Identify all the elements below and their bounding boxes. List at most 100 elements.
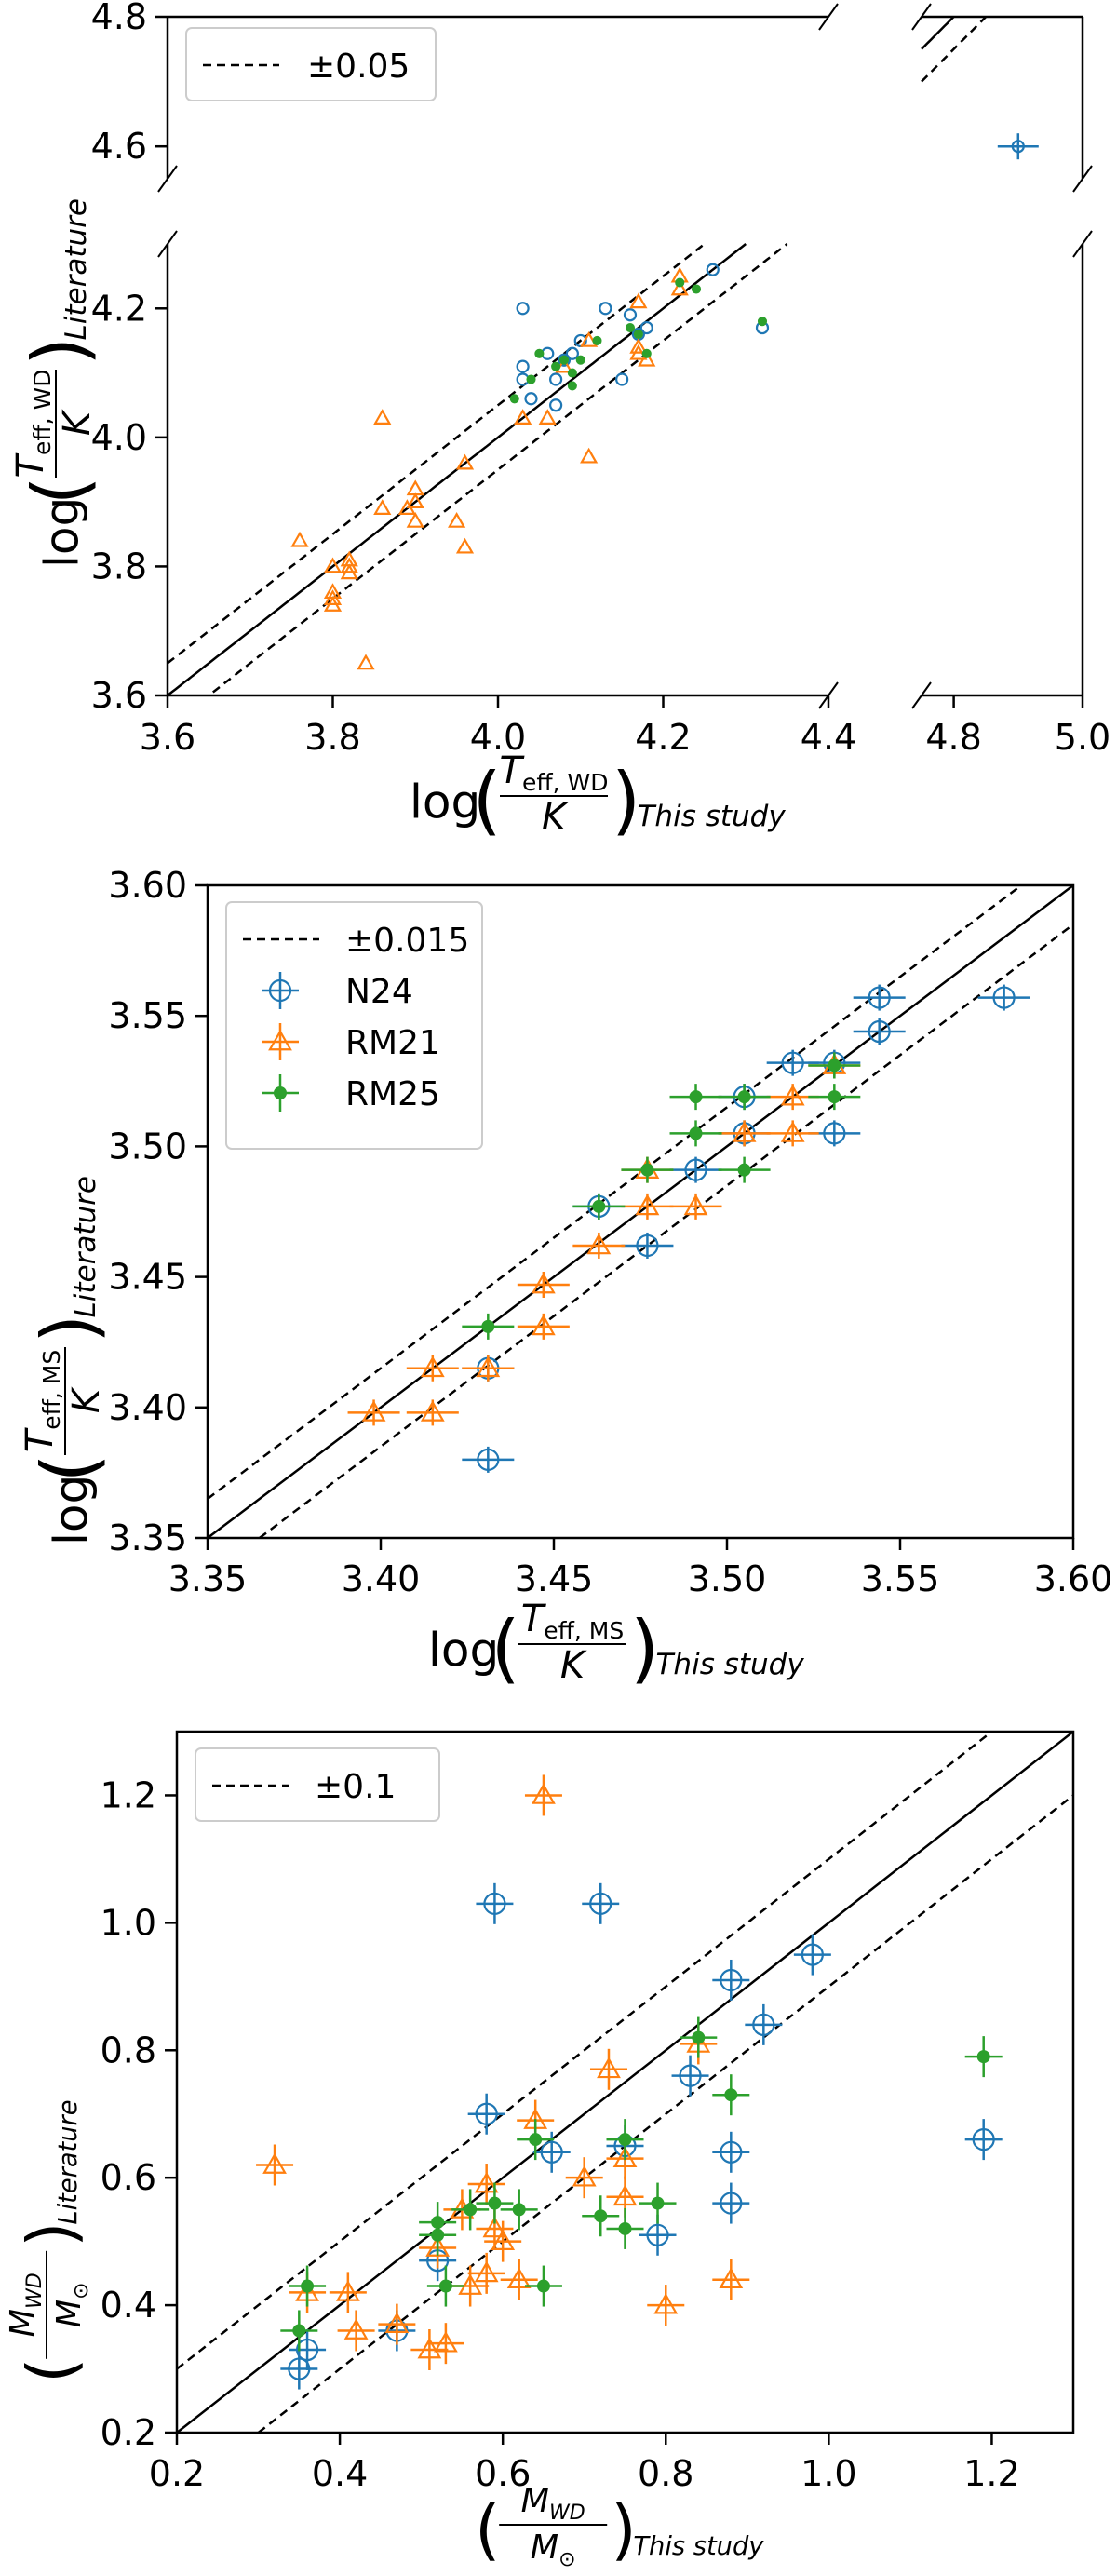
rm25-marker xyxy=(529,2133,543,2147)
n24-marker xyxy=(483,1892,506,1915)
axis-break-mark xyxy=(911,681,932,709)
n24-marker xyxy=(720,2192,743,2215)
paren-right: ) xyxy=(611,2492,636,2569)
x-tick-label: 0.4 xyxy=(312,2453,368,2494)
y-tick-label: 3.50 xyxy=(108,1126,187,1167)
n24-marker xyxy=(801,1943,824,1966)
rm25-marker xyxy=(592,335,602,345)
rm21-marker xyxy=(448,512,466,528)
y-tick-label: 1.2 xyxy=(101,1774,156,1815)
fraction-denominator: K xyxy=(56,409,99,436)
n24-marker xyxy=(636,1234,659,1258)
label-suffix: Literature xyxy=(54,2099,83,2224)
rm21-marker xyxy=(532,1783,556,1804)
label-suffix: This study xyxy=(638,800,787,833)
fraction-denominator: K xyxy=(560,1644,587,1687)
reference-line xyxy=(259,924,1074,1539)
rm21-marker xyxy=(780,1084,805,1106)
rm25-marker xyxy=(431,2216,445,2230)
rm25-marker xyxy=(618,2133,632,2147)
xlabel-label: log(Teff, MSK)This study xyxy=(428,1598,804,1692)
rm21-marker xyxy=(719,2267,744,2289)
rm21-marker xyxy=(361,1400,386,1422)
rm21-marker xyxy=(335,2280,360,2301)
rm21-marker xyxy=(476,1355,501,1378)
rm21-marker xyxy=(474,2260,499,2283)
rm21-marker xyxy=(262,2152,287,2174)
n24-marker xyxy=(972,2128,995,2151)
y-tick-label: 0.4 xyxy=(101,2285,156,2326)
rm21-marker xyxy=(670,279,689,296)
fraction-denominator: K xyxy=(542,796,569,839)
y-tick-label: 0.8 xyxy=(101,2030,156,2070)
reference-line xyxy=(176,1731,993,2370)
rm21-marker xyxy=(290,531,309,547)
reference-line xyxy=(176,1731,1074,2434)
y-tick-label: 4.6 xyxy=(91,126,147,167)
fraction-denominator: M⊙ xyxy=(50,2282,93,2327)
y-tick-label: 4.0 xyxy=(91,417,147,458)
x-tick-label: 3.55 xyxy=(861,1558,940,1599)
reference-line xyxy=(921,16,988,83)
rm25-marker xyxy=(438,2279,452,2293)
n24-marker xyxy=(516,302,530,316)
plot-frame xyxy=(206,883,1075,1540)
rm21-marker xyxy=(506,2267,532,2289)
axis-break-mark xyxy=(911,3,932,31)
ylabel-label: log(Teff, WD K)Literature xyxy=(9,198,103,568)
legend-box xyxy=(185,27,437,101)
x-tick-label: 0.2 xyxy=(149,2453,205,2494)
rm21-marker xyxy=(384,2312,410,2333)
n24-marker xyxy=(868,986,891,1009)
axis-break-mark xyxy=(818,3,839,31)
rm25-marker xyxy=(737,1163,751,1177)
n24-marker xyxy=(1011,140,1025,154)
plot-frame xyxy=(175,1730,1075,2434)
axis-break-mark xyxy=(1072,230,1093,258)
n24-marker xyxy=(823,1122,846,1145)
rm21-marker xyxy=(491,2229,516,2250)
n24-marker xyxy=(549,398,563,412)
fraction-numerator: Teff, MS xyxy=(521,1598,624,1644)
rm21-marker xyxy=(780,1121,805,1142)
fraction-numerator: Teff, MS xyxy=(19,1350,65,1452)
rm21-marker xyxy=(531,1272,556,1294)
rm25-marker xyxy=(534,348,545,358)
rm21-marker xyxy=(420,1355,445,1378)
rm25-marker xyxy=(274,1086,287,1099)
n24-marker xyxy=(516,359,530,373)
rm21-marker xyxy=(458,2273,483,2295)
n24-marker xyxy=(868,1019,891,1044)
x-tick-label: 3.6 xyxy=(140,717,195,758)
paren-left: ( xyxy=(475,2492,500,2569)
axis-break-mark xyxy=(157,230,178,258)
rm25-marker xyxy=(481,1319,495,1333)
label-suffix: Literature xyxy=(60,198,93,340)
rm21-marker xyxy=(406,492,424,509)
rm21-marker xyxy=(555,357,573,373)
y-tick-label: 3.55 xyxy=(108,995,187,1036)
reference-line xyxy=(212,243,788,694)
rm21-marker xyxy=(538,409,557,425)
x-tick-label: 0.6 xyxy=(475,2453,531,2494)
reference-line xyxy=(921,16,955,50)
legend-label: RM21 xyxy=(345,1024,440,1062)
rm25-marker xyxy=(575,355,585,365)
n24-marker xyxy=(599,302,612,316)
legend-label: N24 xyxy=(345,973,413,1011)
rm21-marker xyxy=(373,499,392,515)
rm25-marker xyxy=(618,2221,632,2235)
x-tick-label: 4.8 xyxy=(925,717,981,758)
rm25-marker xyxy=(689,1090,703,1104)
n24-marker xyxy=(684,1158,707,1181)
rm21-marker xyxy=(343,2318,369,2340)
rm21-marker xyxy=(683,1194,708,1216)
rm21-marker xyxy=(572,2165,597,2187)
rm21-marker xyxy=(580,447,599,464)
x-tick-label: 3.8 xyxy=(304,717,360,758)
legend-label: ±0.05 xyxy=(307,47,410,86)
wd-mass-panel: 0.2 0.4 0.6 0.8 1.0 1.2 0.2 0.4 0.6 0.8 1.0 1.2 ±0.1… xyxy=(4,1730,1075,2571)
rm21-marker xyxy=(612,2184,638,2206)
